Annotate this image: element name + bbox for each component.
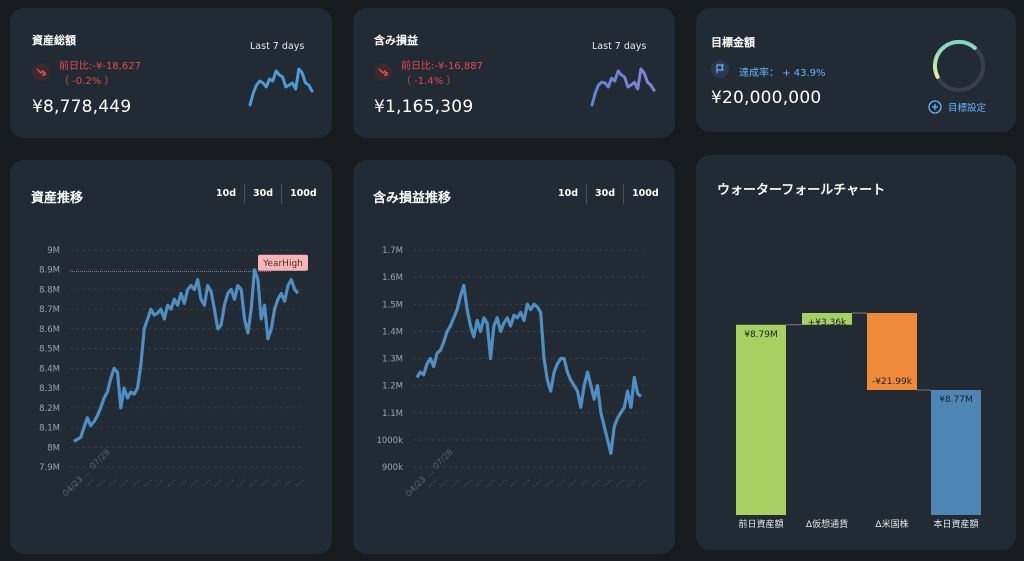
kpi-value: ¥8,778,449 <box>32 97 132 117</box>
waterfall-value-label: +¥3.36k <box>808 318 847 328</box>
x-tick-label: ···· <box>636 476 651 491</box>
range-tabs: 10d 30d 100d <box>550 184 667 204</box>
waterfall-value-label: ¥8.79M <box>744 330 778 340</box>
goal-setting-label: 目標設定 <box>948 103 987 114</box>
goal-setting-button[interactable]: 目標設定 <box>928 100 986 114</box>
y-tick-label: 1000k <box>376 436 403 446</box>
tab-30d[interactable]: 30d <box>586 184 623 204</box>
kpi-card-unrealized: 含み損益 Last 7 days 前日比:-¥-16,887 （ -1.4% ）… <box>353 8 675 138</box>
y-tick-label: 1.2M <box>382 382 403 392</box>
goal-rate-value: + 43.9% <box>782 68 826 79</box>
tab-10d[interactable]: 10d <box>216 188 237 199</box>
assets-trend-card: 資産推移 10d 30d 100d 9M 8.9M 8.8M 8.7M 8.6M 8.5M… <box>10 160 332 554</box>
range-tabs: 10d 30d 100d <box>208 184 325 204</box>
kpi-change-percent: （ -0.2% ） <box>59 76 115 87</box>
y-tick-label: 8.6M <box>39 325 60 335</box>
kpi-title: 含み損益 <box>374 34 418 47</box>
waterfall-card: ウォーターフォールチャート ¥8.79M 前日資産額 +¥3.36k Δ仮想通貨 -¥2… <box>696 155 1016 550</box>
category-label: 前日資産額 <box>738 518 783 530</box>
kpi-period: Last 7 days <box>250 41 305 52</box>
kpi-title: 資産総額 <box>32 34 76 47</box>
waterfall-chart: ¥8.79M 前日資産額 +¥3.36k Δ仮想通貨 -¥21.99k Δ米国株 ¥8.77… <box>736 312 981 530</box>
waterfall-bar <box>736 324 786 515</box>
goal-progress-ring <box>932 39 985 92</box>
plus-circle-icon <box>928 100 942 114</box>
kpi-period: Last 7 days <box>592 41 647 52</box>
kpi-change-amount: 前日比:-¥-18,627 <box>59 61 141 72</box>
y-tick-label: 1.3M <box>382 355 403 365</box>
y-tick-label: 8M <box>47 443 60 453</box>
category-label: Δ米国株 <box>875 518 908 530</box>
y-tick-label: 9M <box>47 246 60 256</box>
goal-rate: 達成率： + 43.9% <box>739 64 826 79</box>
x-axis-label: 04/23 … 07/28 <box>404 448 456 500</box>
y-tick-label: 1.4M <box>382 327 403 337</box>
kpi-card-goal: 目標金額 達成率： + 43.9% ¥20,000,000 目標設定 <box>696 8 1016 132</box>
tab-30d[interactable]: 30d <box>244 184 281 204</box>
kpi-change-amount: 前日比:-¥-16,887 <box>401 61 483 72</box>
sparkline-path <box>590 67 656 107</box>
flag-icon <box>711 60 729 78</box>
y-tick-label: 8.7M <box>39 305 60 315</box>
x-tick-label: ···· <box>293 476 308 491</box>
waterfall-bar <box>802 313 852 325</box>
gauge-progress <box>932 39 977 79</box>
kpi-card-assets: 資産総額 Last 7 days 前日比:-¥-18,627 （ -0.2% ）… <box>10 8 332 138</box>
y-tick-label: 1.7M <box>382 246 403 256</box>
tab-100d[interactable]: 100d <box>281 184 325 204</box>
y-tick-label: 8.3M <box>39 384 60 394</box>
y-tick-label: 8.8M <box>39 285 60 295</box>
y-tick-label: 7.9M <box>39 463 60 473</box>
waterfall-value-label: -¥21.99k <box>872 377 913 387</box>
y-tick-label: 900k <box>382 463 403 473</box>
kpi-change-percent: （ -1.4% ） <box>401 76 457 87</box>
y-tick-label: 1.1M <box>382 409 403 419</box>
unrealized-line-chart: 1.7M 1.6M 1.5M 1.4M 1.3M 1.2M 1.1M 1000k 900k ···… <box>376 246 651 500</box>
trend-down-icon <box>32 63 50 81</box>
tab-10d[interactable]: 10d <box>558 188 579 199</box>
y-tick-label: 8.2M <box>39 404 60 414</box>
assets-line-chart: 9M 8.9M 8.8M 8.7M 8.6M 8.5M 8.4M 8.3M 8.2M 8.1M 8M… <box>39 246 308 500</box>
tab-100d[interactable]: 100d <box>623 184 667 204</box>
series-line <box>73 268 300 443</box>
sparkline <box>248 67 314 107</box>
year-high-badge <box>258 254 308 271</box>
unrealized-trend-card: 含み損益推移 10d 30d 100d 1.7M 1.6M 1.5M 1.4M 1.3M… <box>353 160 675 554</box>
y-tick-label: 1.5M <box>382 300 403 310</box>
chart-title: 資産推移 <box>31 191 84 206</box>
y-tick-label: 8.5M <box>39 345 60 355</box>
chart-title: ウォーターフォールチャート <box>717 183 886 198</box>
trend-down-icon <box>374 63 392 81</box>
y-tick-label: 8.4M <box>39 364 60 374</box>
y-tick-label: 8.1M <box>39 424 60 434</box>
series-line <box>415 283 643 455</box>
kpi-value: ¥1,165,309 <box>374 97 474 117</box>
kpi-value: ¥20,000,000 <box>711 88 822 108</box>
category-label: 本日資産額 <box>933 518 978 530</box>
sparkline-path <box>248 67 314 107</box>
chart-title: 含み損益推移 <box>373 191 452 206</box>
kpi-title: 目標金額 <box>711 36 755 49</box>
year-high-label: YearHigh <box>262 259 303 269</box>
goal-rate-label: 達成率： <box>739 68 779 79</box>
x-axis-label: 04/23 … 07/28 <box>61 448 113 500</box>
waterfall-bar <box>931 389 981 515</box>
waterfall-value-label: ¥8.77M <box>939 395 973 405</box>
category-label: Δ仮想通貨 <box>806 518 848 530</box>
sparkline <box>590 67 656 107</box>
y-tick-label: 1.6M <box>382 273 403 283</box>
waterfall-bar <box>867 313 917 390</box>
y-tick-label: 8.9M <box>39 266 60 276</box>
